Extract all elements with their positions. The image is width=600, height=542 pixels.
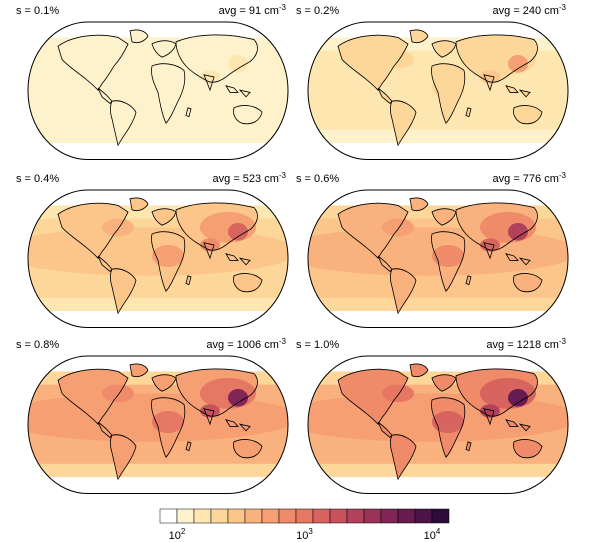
map-panel: s = 1.0% avg = 1218 cm-3 [296,337,569,495]
supersaturation-label: s = 0.4% [16,173,59,185]
average-label: avg = 523 cm-3 [213,171,287,185]
average-label: avg = 776 cm-3 [493,171,567,185]
supersaturation-label: s = 0.2% [296,5,339,17]
colorbar-tick-label: 104 [424,527,441,542]
map-panel: s = 0.6% avg = 776 cm-3 [296,171,569,329]
colorbar-swatch [397,508,416,524]
colorbar-swatch [210,508,229,524]
colorbar: 102 103 104 [159,508,450,542]
map [307,21,569,161]
average-label: avg = 1006 cm-3 [206,337,286,351]
map [27,189,289,329]
colorbar-swatch [329,508,348,524]
map [307,189,569,329]
colorbar-swatch [227,508,246,524]
colorbar-tick-label: 102 [169,527,186,542]
colorbar-swatch [176,508,195,524]
colorbar-swatch [193,508,212,524]
average-label: avg = 1218 cm-3 [486,337,566,351]
colorbar-swatch [431,508,450,524]
supersaturation-label: s = 0.1% [16,5,59,17]
average-label: avg = 240 cm-3 [493,3,567,17]
colorbar-swatch [278,508,297,524]
colorbar-swatch [346,508,365,524]
colorbar-swatch [312,508,331,524]
supersaturation-label: s = 0.8% [16,339,59,351]
colorbar-swatch [295,508,314,524]
map [27,21,289,161]
map-panel: s = 0.8% avg = 1006 cm-3 [16,337,289,495]
map [27,355,289,495]
colorbar-swatch [380,508,399,524]
colorbar-swatch [414,508,433,524]
map-panel: s = 0.4% avg = 523 cm-3 [16,171,289,329]
average-label: avg = 91 cm-3 [219,3,287,17]
colorbar-swatch [261,508,280,524]
map [307,355,569,495]
map-panels: s = 0.1% avg = 91 cm-3 s = 0.2% avg = 240 c… [16,3,569,495]
colorbar-tick-label: 103 [296,527,313,542]
supersaturation-label: s = 0.6% [296,173,339,185]
map-panel: s = 0.2% avg = 240 cm-3 [296,3,569,161]
map-panel: s = 0.1% avg = 91 cm-3 [16,3,289,161]
supersaturation-label: s = 1.0% [296,339,339,351]
colorbar-swatch [159,508,178,524]
colorbar-swatch [244,508,263,524]
colorbar-swatch [363,508,382,524]
